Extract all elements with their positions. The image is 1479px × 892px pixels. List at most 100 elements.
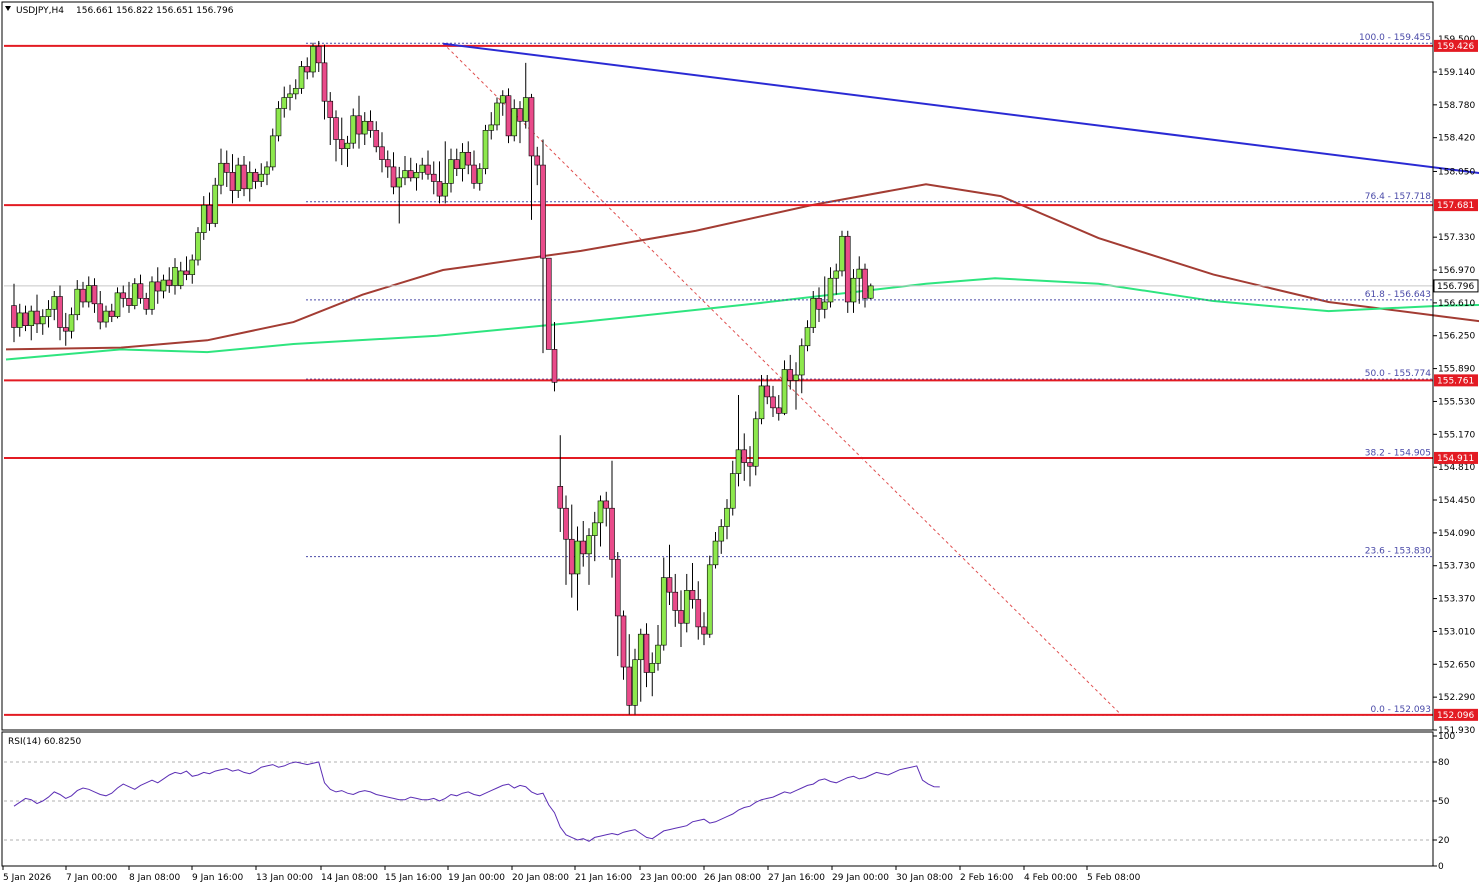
y-tick-label: 154.090 — [1438, 529, 1475, 539]
y-tick-label: 154.450 — [1438, 496, 1475, 506]
x-tick-label: 2 Feb 16:00 — [960, 873, 1014, 883]
candle-body — [683, 590, 690, 624]
candle-body — [649, 663, 656, 673]
candle-body — [448, 159, 454, 184]
candle-body — [425, 164, 431, 175]
candle-body — [729, 473, 736, 509]
y-tick-label: 151.930 — [1438, 726, 1475, 736]
candle-body — [557, 486, 564, 509]
x-tick-label: 29 Jan 00:00 — [832, 873, 889, 883]
candle-body — [97, 303, 104, 323]
candle-body — [804, 327, 811, 347]
candle-body — [177, 270, 184, 286]
rsi-line — [13, 761, 940, 842]
candle-body — [655, 644, 661, 664]
candle-body — [591, 522, 598, 536]
candle-body — [367, 120, 374, 131]
y-tick-label: 154.810 — [1438, 463, 1475, 473]
candle-body — [522, 97, 529, 122]
fib-level-label: 23.6 - 153.830 — [1365, 547, 1431, 557]
candle-body — [350, 115, 357, 144]
candle-body — [793, 374, 799, 381]
candle-body — [764, 385, 771, 398]
candle-body — [304, 66, 311, 73]
candle-body — [246, 172, 253, 190]
candle-body — [45, 308, 52, 317]
candle-body — [465, 151, 472, 166]
price-tag-label: 154.911 — [1437, 454, 1474, 464]
candle-body — [430, 173, 437, 182]
rsi-tick-label: 0 — [1438, 862, 1444, 872]
candle-body — [269, 135, 276, 168]
candle-body — [108, 310, 115, 317]
rsi-plot-frame — [1, 731, 1434, 867]
price-tag-label: 152.096 — [1437, 711, 1474, 721]
candle-body — [660, 577, 667, 646]
candle-body — [85, 285, 92, 303]
fib-level-label: 0.0 - 152.093 — [1371, 705, 1432, 715]
x-tick-label: 19 Jan 00:00 — [448, 873, 505, 883]
candle-body — [51, 296, 58, 310]
candle-body — [718, 526, 725, 542]
candle-body — [28, 310, 35, 326]
candle-body — [137, 283, 144, 299]
candle-body — [833, 270, 840, 279]
y-tick-label: 156.250 — [1438, 332, 1475, 342]
x-tick-label: 27 Jan 16:00 — [768, 873, 825, 883]
candle-body — [666, 577, 673, 593]
candle-body — [189, 259, 196, 275]
candle-body — [356, 115, 362, 135]
rsi-tick-label: 100 — [1438, 732, 1455, 742]
candle-body — [321, 62, 328, 102]
candle-body — [850, 277, 857, 303]
x-tick-label: 13 Jan 00:00 — [256, 873, 313, 883]
price-tag-bg — [1434, 374, 1478, 387]
candle-body — [821, 301, 828, 310]
candle-body — [74, 288, 81, 316]
candle-body — [281, 97, 288, 109]
candle-body — [292, 88, 299, 95]
x-tick-label: 26 Jan 08:00 — [704, 873, 761, 883]
candle-body — [810, 298, 817, 328]
fib-level-label: 100.0 - 159.455 — [1359, 33, 1431, 43]
candle-body — [143, 298, 150, 310]
main-plot-frame — [1, 1, 1434, 731]
candle-body — [223, 162, 230, 173]
candle-body — [166, 279, 173, 286]
y-tick-label: 152.650 — [1438, 660, 1475, 670]
candle-body — [574, 540, 581, 575]
candle-body — [212, 184, 219, 224]
current-price-tag-bg — [1433, 279, 1479, 293]
candle-body — [528, 97, 535, 157]
candle-body — [373, 130, 380, 148]
candle-body — [476, 168, 483, 184]
candle-body — [80, 288, 86, 303]
candle-body — [867, 285, 874, 299]
candle-body — [338, 139, 345, 149]
candle-body — [695, 599, 702, 628]
y-tick-label: 156.610 — [1438, 299, 1475, 309]
candle-body — [379, 146, 385, 160]
candle-body — [626, 666, 633, 706]
candle-body — [206, 204, 213, 224]
candle-body — [390, 166, 397, 188]
x-tick-label: 21 Jan 16:00 — [575, 873, 632, 883]
trendline — [442, 42, 1479, 175]
candle-body — [62, 327, 69, 332]
candle-body — [402, 170, 408, 179]
candle-body — [586, 535, 592, 555]
candle-body — [258, 173, 265, 182]
candle-body — [747, 462, 753, 467]
collapse-arrow-icon[interactable] — [5, 6, 11, 11]
candle-body — [816, 298, 822, 310]
candle-body — [229, 172, 236, 191]
candle-body — [839, 235, 845, 272]
candle-body — [131, 283, 138, 306]
candle-body — [120, 292, 127, 299]
candle-body — [327, 100, 334, 118]
price-tag-label: 157.681 — [1437, 201, 1474, 211]
candle-body — [775, 407, 782, 414]
y-tick-label: 156.970 — [1438, 266, 1475, 276]
candle-body — [442, 183, 449, 197]
rsi-tick-label: 20 — [1438, 836, 1450, 846]
